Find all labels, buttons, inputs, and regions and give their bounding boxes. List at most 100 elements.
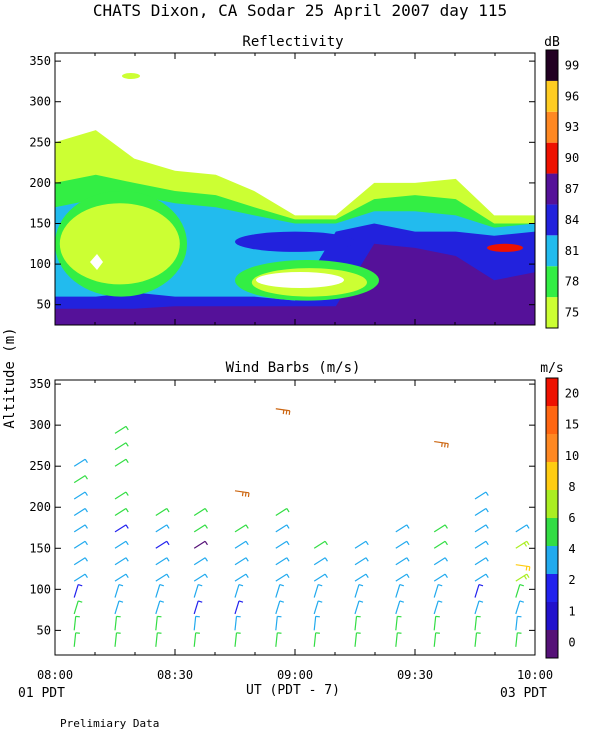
time-tick-1: 08:30: [157, 668, 193, 682]
time-tick-3: 09:30: [397, 668, 433, 682]
reflectivity-ylabel-150: 150: [29, 217, 51, 231]
wind-barb-flag-0-190-0: [84, 508, 88, 513]
wind-barb-3-130: [193, 557, 206, 566]
wind-barb-6-150: [313, 540, 326, 549]
wind-barb-flag-11-110-0: [526, 573, 530, 578]
wind-barb-flag-10-190-0: [485, 508, 489, 513]
wind-barb-7-30: [354, 632, 358, 647]
wind-barb-1-150: [114, 540, 127, 549]
reflectivity-colorbar-label-96: 96: [565, 89, 579, 103]
reflectivity-colorbar-swatch-4: [546, 173, 558, 205]
wind-barb-flag-10-150-0: [485, 540, 489, 546]
wind-barb-8-110: [395, 573, 408, 582]
wind-barb-flag-0-70-0: [78, 600, 83, 603]
reflectivity-colorbar-swatch-7: [546, 80, 558, 112]
wind-barb-5-150: [275, 540, 288, 549]
windbarb-plot-frame: [54, 379, 536, 656]
reflectivity-colorbar-swatch-8: [546, 50, 558, 81]
wind-barb-8-130: [395, 557, 408, 566]
wind-barb-flag-9-280-2: [441, 442, 443, 447]
wind-barb-flag-0-230-0: [84, 475, 88, 480]
wind-barb-flag-10-110-0: [485, 573, 489, 578]
time-tick-0: 08:00: [37, 668, 73, 682]
left-date-label: 01 PDT: [18, 686, 65, 701]
wind-barb-1-70: [114, 600, 120, 615]
reflectivity-ylabel-350: 350: [29, 54, 51, 68]
wind-barb-11-30: [515, 632, 518, 647]
wind-barb-9-70: [433, 600, 439, 615]
wind-barb-flag-5-110-0: [286, 573, 290, 578]
wind-barb-11-90: [515, 584, 521, 598]
altitude-axis-label: Altitude (m): [2, 327, 18, 428]
wind-barb-flag-7-70-0: [358, 600, 364, 603]
wind-barb-4-220: [234, 490, 250, 494]
wind-barb-flag-7-150-0: [365, 540, 369, 546]
wind-barb-flag-3-150-0: [204, 540, 208, 546]
wind-barb-flag-1-130-0: [125, 557, 129, 562]
wind-barb-5-110: [275, 573, 288, 582]
wind-barb-7-130: [354, 557, 367, 566]
reflectivity-region-6: [487, 243, 523, 252]
wind-barb-0-250: [73, 458, 86, 467]
wind-barb-flag-1-290-0: [125, 426, 129, 431]
wind-barb-8-50: [395, 616, 398, 631]
wind-barb-flag-11-130-0: [528, 566, 531, 571]
wind-barb-flag-5-170-0: [286, 524, 290, 529]
wind-barbs: [73, 408, 531, 647]
time-tick-2: 09:00: [277, 668, 313, 682]
wind-barb-flag-8-70-0: [399, 600, 404, 603]
wind-barb-4-150: [234, 540, 247, 549]
wind-barb-9-50: [433, 616, 437, 631]
wind-barb-8-70: [395, 600, 401, 615]
wind-barb-flag-4-220-0: [247, 492, 250, 498]
wind-barb-flag-1-150-0: [125, 540, 129, 546]
wind-barb-9-30: [433, 632, 437, 647]
wind-barb-flag-9-280-1: [444, 443, 446, 448]
reflectivity-colorbar-swatch-1: [546, 266, 558, 298]
wind-barb-flag-1-110-0: [125, 573, 129, 578]
wind-barb-flag-3-70-0: [198, 600, 203, 603]
wind-barb-flag-5-130-0: [286, 557, 290, 562]
right-date-label: 03 PDT: [500, 686, 547, 701]
wind-barb-4-30: [234, 632, 238, 647]
windbarb-colorbar-swatch-4: [546, 518, 558, 546]
wind-barb-flag-3-110-0: [204, 573, 208, 578]
windbarb-ylabel-150: 150: [29, 541, 51, 555]
wind-barb-8-150: [395, 540, 408, 549]
wind-barb-2-70: [155, 600, 161, 615]
wind-barb-flag-10-90-0: [478, 583, 484, 587]
windbarb-colorbar-unit: m/s: [540, 361, 563, 376]
wind-barb-0-70: [73, 600, 79, 615]
reflectivity-gap-1: [90, 254, 103, 270]
wind-barb-11-170: [515, 524, 528, 533]
wind-barb-flag-6-110-0: [324, 573, 328, 578]
wind-barb-4-110: [234, 573, 247, 582]
wind-barb-flag-5-90-0: [279, 583, 284, 587]
wind-barb-flag-1-250-0: [125, 458, 129, 464]
wind-barb-3-190: [193, 507, 206, 516]
wind-barb-flag-0-210-0: [84, 491, 88, 496]
wind-barb-flag-1-90-0: [118, 583, 124, 587]
wind-barb-flag-11-70-0: [519, 600, 524, 603]
wind-barb-flag-8-150-0: [406, 540, 410, 546]
wind-barb-0-230: [73, 475, 86, 484]
windbarb-colorbar-swatch-0: [546, 630, 558, 658]
time-axis-label: UT (PDT - 7): [246, 683, 340, 698]
wind-barb-11-70: [515, 600, 521, 615]
wind-barb-1-110: [114, 573, 127, 582]
reflectivity-region-2: [59, 203, 180, 285]
wind-barb-2-150: [155, 540, 168, 549]
wind-barb-flag-1-210-0: [125, 491, 129, 496]
wind-barb-0-110: [73, 573, 86, 582]
time-axis-ticks: 08:00 08:30 09:00 09:30 10:00: [37, 668, 553, 682]
reflectivity-colorbar-label-84: 84: [565, 213, 579, 227]
reflectivity-ylabel-250: 250: [29, 135, 51, 149]
wind-barb-6-70: [313, 600, 319, 615]
wind-barb-flag-7-90-0: [358, 583, 364, 587]
wind-barb-7-150: [354, 540, 367, 549]
wind-barb-flag-0-170-0: [84, 524, 88, 529]
reflectivity-colorbar-swatch-0: [546, 297, 558, 328]
wind-barb-flag-11-150-0: [526, 540, 530, 546]
windbarb-colorbar-label-10: 10: [565, 449, 579, 463]
wind-barb-flag-1-70-0: [118, 600, 124, 603]
